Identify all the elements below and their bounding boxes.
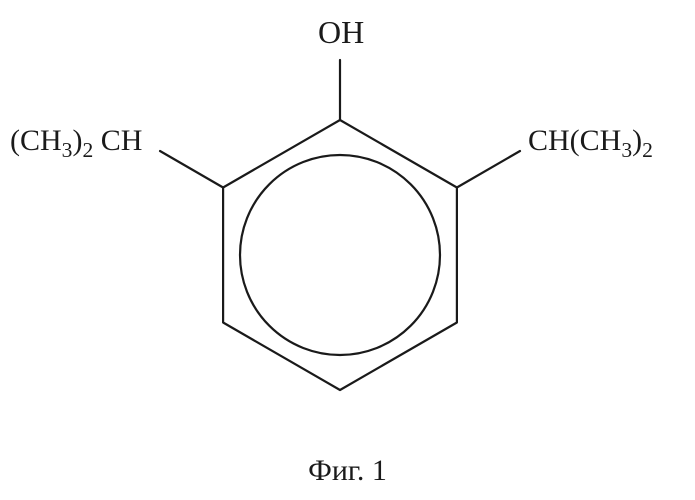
structure-svg (0, 0, 695, 500)
label-oh: OH (318, 16, 364, 48)
structure-diagram: OH (CH3)2 CH CH(CH3)2 Фиг. 1 (0, 0, 695, 500)
figure-caption: Фиг. 1 (0, 454, 695, 488)
label-right-substituent: CH(CH3)2 (528, 126, 653, 162)
label-left-substituent: (CH3)2 CH (10, 126, 142, 162)
